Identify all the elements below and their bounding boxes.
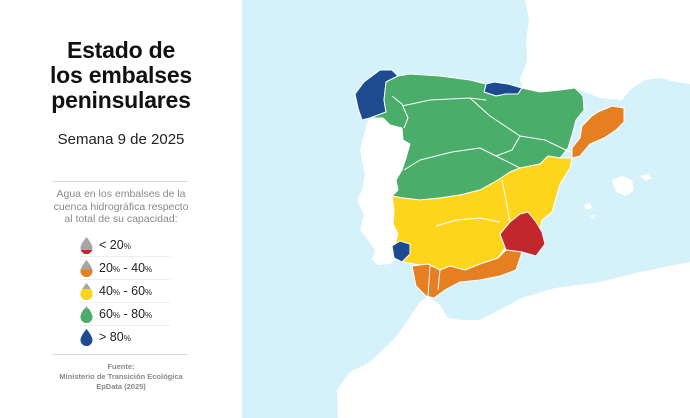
africa-land — [337, 262, 690, 418]
legend: < 20% 20% - 40% 40% - 60% 60% - 80% — [80, 234, 170, 348]
water-drop-icon — [80, 305, 93, 323]
source-credit: Fuente: Ministerio de Transición Ecológi… — [40, 362, 202, 392]
legend-label: > 80% — [99, 330, 131, 344]
france-land — [520, 0, 690, 100]
legend-description: Agua en los embalses de la cuenca hidrog… — [40, 188, 202, 226]
legend-label: 40% - 60% — [99, 284, 153, 298]
basin-segura — [499, 211, 546, 257]
divider-bottom — [53, 354, 188, 355]
water-drop-icon — [80, 328, 93, 346]
week-subtitle: Semana 9 de 2025 — [57, 131, 185, 148]
legend-label: 20% - 40% — [99, 261, 153, 275]
basin-tinto-odiel-piedras — [391, 240, 411, 263]
legend-description-line: cuenca hidrográfica respecto — [53, 200, 189, 213]
water-drop-icon — [80, 236, 93, 254]
source-label: Fuente: — [107, 362, 135, 371]
info-panel: Estado de los embalses peninsulares Sema… — [0, 0, 242, 418]
water-drop-icon — [80, 282, 93, 300]
legend-item-20-40: 20% - 40% — [80, 257, 170, 280]
basin-cataluna — [571, 105, 625, 159]
legend-label: 60% - 80% — [99, 307, 153, 321]
legend-description-line: al total de su capacidad: — [64, 213, 178, 225]
legend-description-line: Agua en los embalses de la — [56, 188, 186, 200]
balearic-islands — [584, 174, 652, 219]
water-drop-icon — [80, 259, 93, 277]
portugal-land — [357, 118, 410, 265]
iberia-reservoir-map — [242, 0, 690, 418]
page-title: Estado de los embalses peninsulares — [0, 38, 242, 113]
legend-item-under-20: < 20% — [80, 234, 170, 257]
legend-item-40-60: 40% - 60% — [80, 280, 170, 303]
source-epdata: EpData (2025) — [96, 382, 146, 391]
legend-item-60-80: 60% - 80% — [80, 303, 170, 326]
basin-andalucia-coast — [411, 249, 523, 299]
legend-item-over-80: > 80% — [80, 326, 170, 348]
divider-top — [53, 181, 188, 182]
title-line-3: peninsulares — [51, 87, 191, 113]
source-ministry: Ministerio de Transición Ecológica — [59, 372, 183, 381]
title-line-1: Estado de — [66, 37, 176, 63]
title-line-2: los embalses — [49, 62, 193, 88]
legend-label: < 20% — [99, 238, 131, 252]
basin-boundaries — [391, 95, 571, 297]
